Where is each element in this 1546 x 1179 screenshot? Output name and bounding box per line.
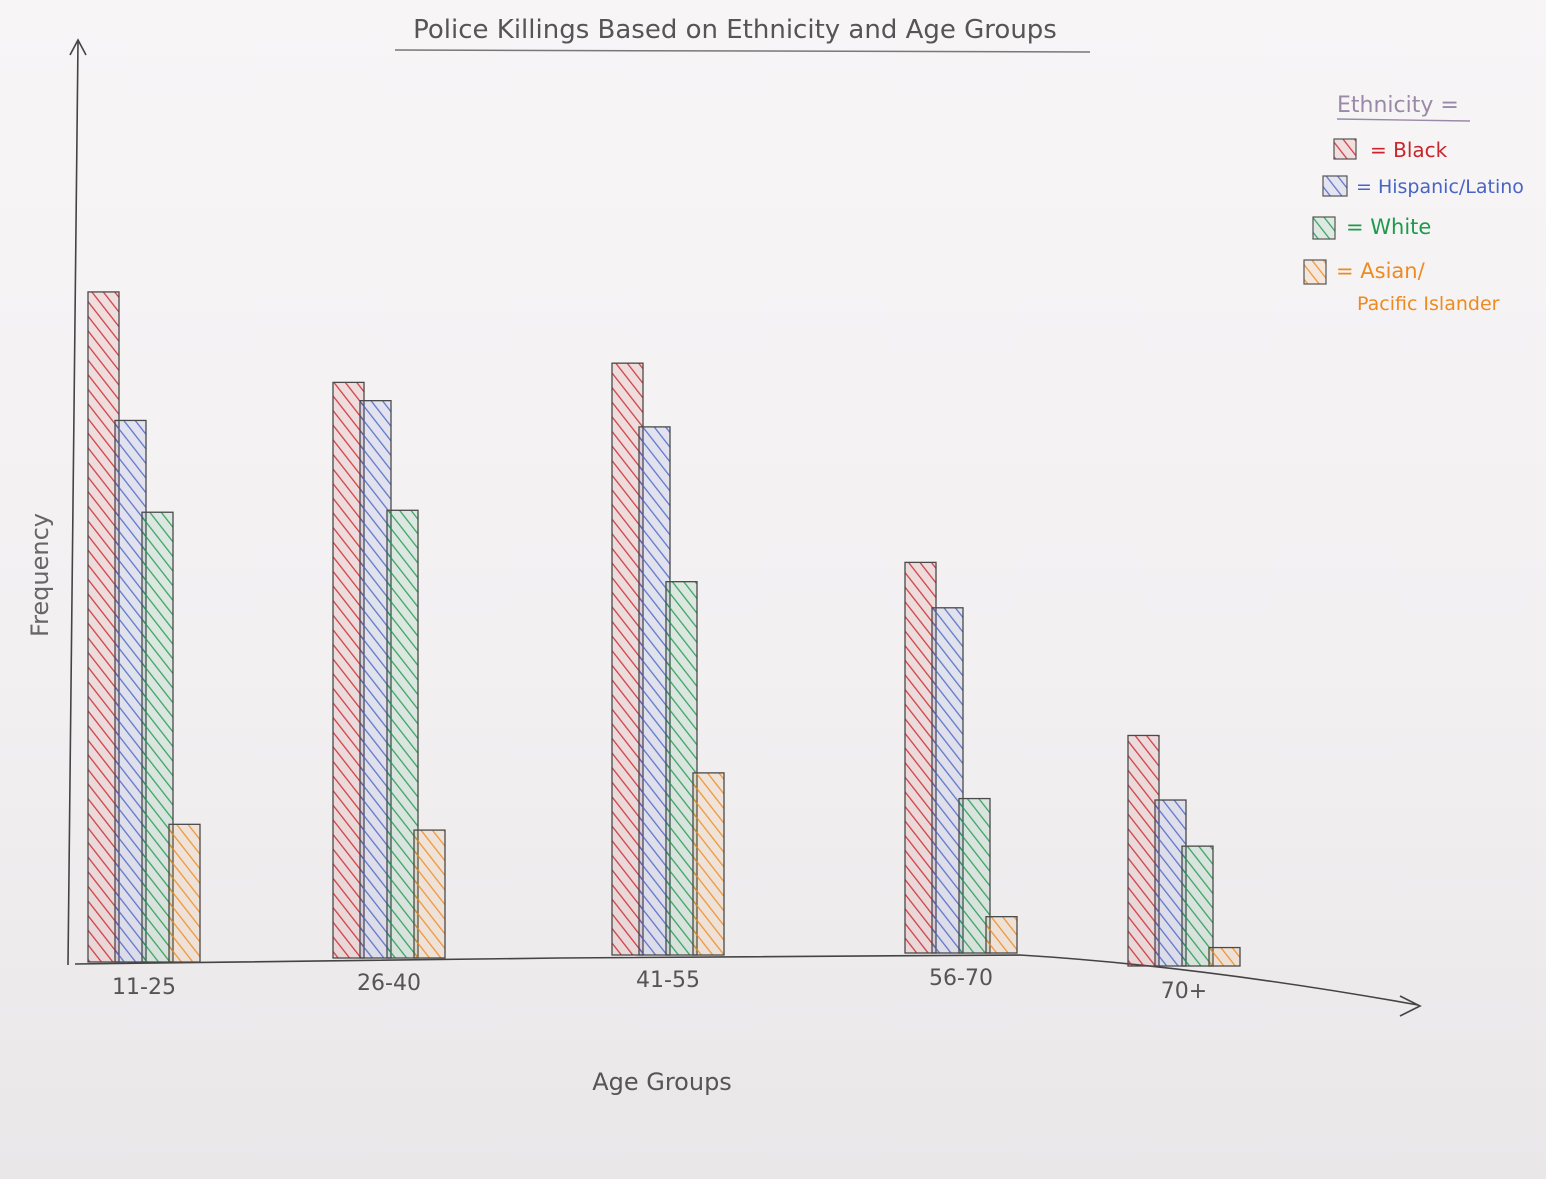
y-axis-label: Frequency bbox=[26, 513, 54, 637]
x-axis-label: Age Groups bbox=[592, 1068, 732, 1096]
bar-26-40-white bbox=[386, 509, 419, 959]
y-axis bbox=[67, 41, 79, 966]
bars-layer bbox=[87, 291, 1241, 967]
bar-56-70-hispanic-latino bbox=[931, 607, 964, 954]
category-label-70: 70+ bbox=[1161, 979, 1207, 1004]
bar-11-25-asian-pacific-islander bbox=[168, 823, 201, 963]
category-label-56-70: 56-70 bbox=[929, 966, 993, 991]
category-label-26-40: 26-40 bbox=[357, 971, 421, 996]
title-underline bbox=[394, 49, 1091, 53]
bar-11-25-white bbox=[141, 511, 174, 963]
bar-11-25-black bbox=[87, 291, 120, 963]
bar-56-70-white bbox=[958, 797, 991, 954]
bar-26-40-asian-pacific-islander bbox=[413, 829, 446, 959]
y-axis-arrowhead bbox=[69, 38, 87, 56]
x-axis bbox=[74, 954, 1419, 1006]
bar-70-black bbox=[1127, 734, 1160, 967]
bar-56-70-black bbox=[904, 561, 937, 954]
x-axis-arrowhead bbox=[1399, 995, 1422, 1017]
category-label-11-25: 11-25 bbox=[112, 975, 176, 1000]
legend-swatch-hispanic-latino bbox=[1322, 175, 1348, 197]
legend-swatch-white bbox=[1312, 216, 1336, 240]
legend-label-pacific-islander: Pacific Islander bbox=[1357, 293, 1500, 315]
legend: Ethnicity = = Black = Hispanic/Latino = … bbox=[1303, 93, 1524, 315]
bar-70-hispanic-latino bbox=[1154, 799, 1187, 967]
legend-swatch-black bbox=[1333, 138, 1357, 160]
bar-70-asian-pacific-islander bbox=[1208, 946, 1241, 967]
bar-41-55-asian-pacific-islander bbox=[692, 772, 725, 956]
legend-title-underline bbox=[1336, 118, 1471, 122]
bar-11-25-hispanic-latino bbox=[114, 419, 147, 963]
legend-label-hispanic-latino: = Hispanic/Latino bbox=[1356, 176, 1524, 198]
bar-41-55-black bbox=[611, 362, 644, 956]
category-label-41-55: 41-55 bbox=[636, 968, 700, 993]
legend-swatch-asian-pacific-islander bbox=[1303, 259, 1327, 285]
bar-41-55-white bbox=[665, 581, 698, 956]
legend-label-white: = White bbox=[1346, 215, 1431, 239]
chart-title: Police Killings Based on Ethnicity and A… bbox=[413, 15, 1057, 45]
bar-41-55-hispanic-latino bbox=[638, 426, 671, 956]
category-labels: 11-25 26-40 41-55 56-70 70+ bbox=[112, 966, 1207, 1004]
legend-label-black: = Black bbox=[1370, 138, 1448, 162]
legend-title: Ethnicity = bbox=[1337, 93, 1459, 118]
bar-70-white bbox=[1181, 845, 1214, 967]
bar-26-40-black bbox=[332, 381, 365, 959]
bar-26-40-hispanic-latino bbox=[359, 400, 392, 959]
legend-label-asian: = Asian/ bbox=[1336, 259, 1426, 283]
bar-56-70-asian-pacific-islander bbox=[985, 916, 1018, 954]
